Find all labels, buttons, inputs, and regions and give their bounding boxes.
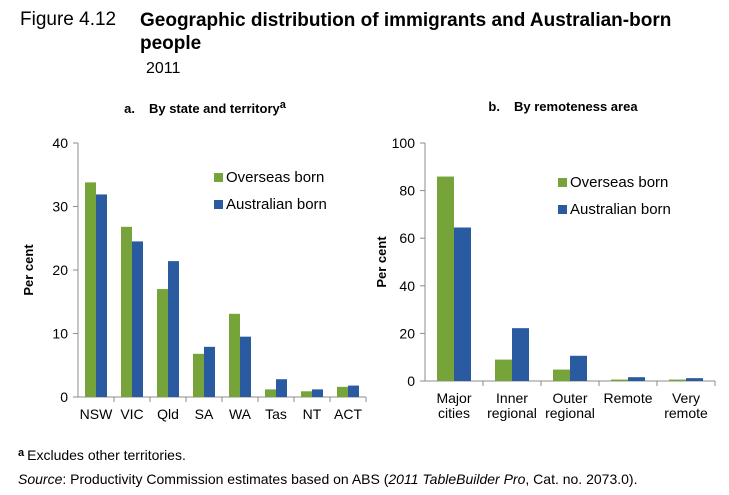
y-tick-label: 20 xyxy=(52,262,68,278)
bar-overseas xyxy=(553,369,570,381)
x-tick-label: Tas xyxy=(265,406,287,422)
panel-title-text: By remoteness area xyxy=(514,99,638,114)
y-axis-label: Per cent xyxy=(374,236,389,288)
bar-overseas xyxy=(193,353,204,397)
y-tick-label: 60 xyxy=(399,230,415,246)
y-tick-label: 20 xyxy=(399,325,415,341)
source-label: Source xyxy=(18,471,63,487)
bar-australian xyxy=(454,227,471,381)
bar-australian xyxy=(96,194,107,397)
panel-title-sup: a xyxy=(280,99,287,111)
bar-overseas xyxy=(229,313,240,397)
bar-overseas xyxy=(611,379,628,381)
x-tick-label: Major xyxy=(436,390,471,406)
y-tick-label: 100 xyxy=(392,135,416,151)
panel-title-0: a. By state and territorya xyxy=(124,99,287,116)
y-tick-label: 80 xyxy=(399,183,415,199)
footnote: a Excludes other territories. xyxy=(18,447,186,463)
bar-australian xyxy=(348,385,359,397)
y-tick-label: 10 xyxy=(52,326,68,342)
bar-australian xyxy=(628,377,645,381)
y-tick-label: 30 xyxy=(52,199,68,215)
bar-overseas xyxy=(337,386,348,397)
bar-overseas xyxy=(265,389,276,397)
x-tick-label: SA xyxy=(195,406,214,422)
bar-australian xyxy=(168,261,179,397)
bar-overseas xyxy=(437,176,454,381)
x-tick-label: NT xyxy=(303,406,322,422)
panel-label: a. xyxy=(124,101,135,116)
panel-title-1: b. By remoteness area xyxy=(488,99,638,114)
legend-swatch-overseas xyxy=(558,178,567,187)
bar-australian xyxy=(276,379,287,397)
x-tick-label: ACT xyxy=(334,406,362,422)
figure-label: Figure 4.12 xyxy=(20,9,117,30)
source-note: Source: Productivity Commission estimate… xyxy=(18,471,637,487)
y-tick-label: 0 xyxy=(407,373,415,389)
x-tick-label: Very xyxy=(672,390,700,406)
legend-swatch-overseas xyxy=(214,173,223,182)
x-tick-label: WA xyxy=(229,406,252,422)
legend-label-australian: Australian born xyxy=(226,196,327,213)
bar-overseas xyxy=(121,226,132,397)
x-tick-label: VIC xyxy=(120,406,143,422)
y-tick-label: 40 xyxy=(399,278,415,294)
y-axis-label: Per cent xyxy=(21,244,36,296)
x-tick-label: regional xyxy=(487,405,537,421)
bar-overseas xyxy=(495,359,512,381)
bar-overseas xyxy=(301,391,312,397)
bar-australian xyxy=(686,378,703,381)
bar-australian xyxy=(132,241,143,397)
footnote-text: Excludes other territories. xyxy=(27,447,186,463)
y-tick-label: 40 xyxy=(52,135,68,151)
x-tick-label: remote xyxy=(664,405,708,421)
bar-australian xyxy=(204,346,215,397)
footnote-marker: a xyxy=(18,447,25,459)
x-tick-label: Outer xyxy=(552,390,587,406)
x-tick-label: cities xyxy=(438,405,470,421)
bar-australian xyxy=(312,389,323,397)
bar-australian xyxy=(240,336,251,397)
legend-label-australian: Australian born xyxy=(570,201,671,218)
x-tick-label: Remote xyxy=(603,390,652,406)
bar-overseas xyxy=(85,182,96,397)
legend-label-overseas: Overseas born xyxy=(570,174,668,191)
y-tick-label: 0 xyxy=(60,389,68,405)
bar-overseas xyxy=(157,289,168,397)
legend-swatch-australian xyxy=(214,200,223,209)
source-post: , Cat. no. 2073.0). xyxy=(525,471,638,487)
source-italic: 2011 TableBuilder Pro xyxy=(388,471,526,487)
figure-title: Geographic distribution of immigrants an… xyxy=(140,10,672,54)
bar-overseas xyxy=(669,379,686,381)
legend-label-overseas: Overseas born xyxy=(226,169,324,186)
bar-australian xyxy=(570,355,587,381)
legend-swatch-australian xyxy=(558,205,567,214)
source-pre: : Productivity Commission estimates base… xyxy=(62,471,389,487)
x-tick-label: NSW xyxy=(80,406,113,422)
x-tick-label: regional xyxy=(545,405,595,421)
bar-australian xyxy=(512,328,529,381)
figure-year: 2011 xyxy=(146,60,181,77)
x-tick-label: Inner xyxy=(496,390,528,406)
panel-label: b. xyxy=(488,99,500,114)
panel-title-text: By state and territory xyxy=(149,101,281,116)
x-tick-label: Qld xyxy=(157,406,179,422)
